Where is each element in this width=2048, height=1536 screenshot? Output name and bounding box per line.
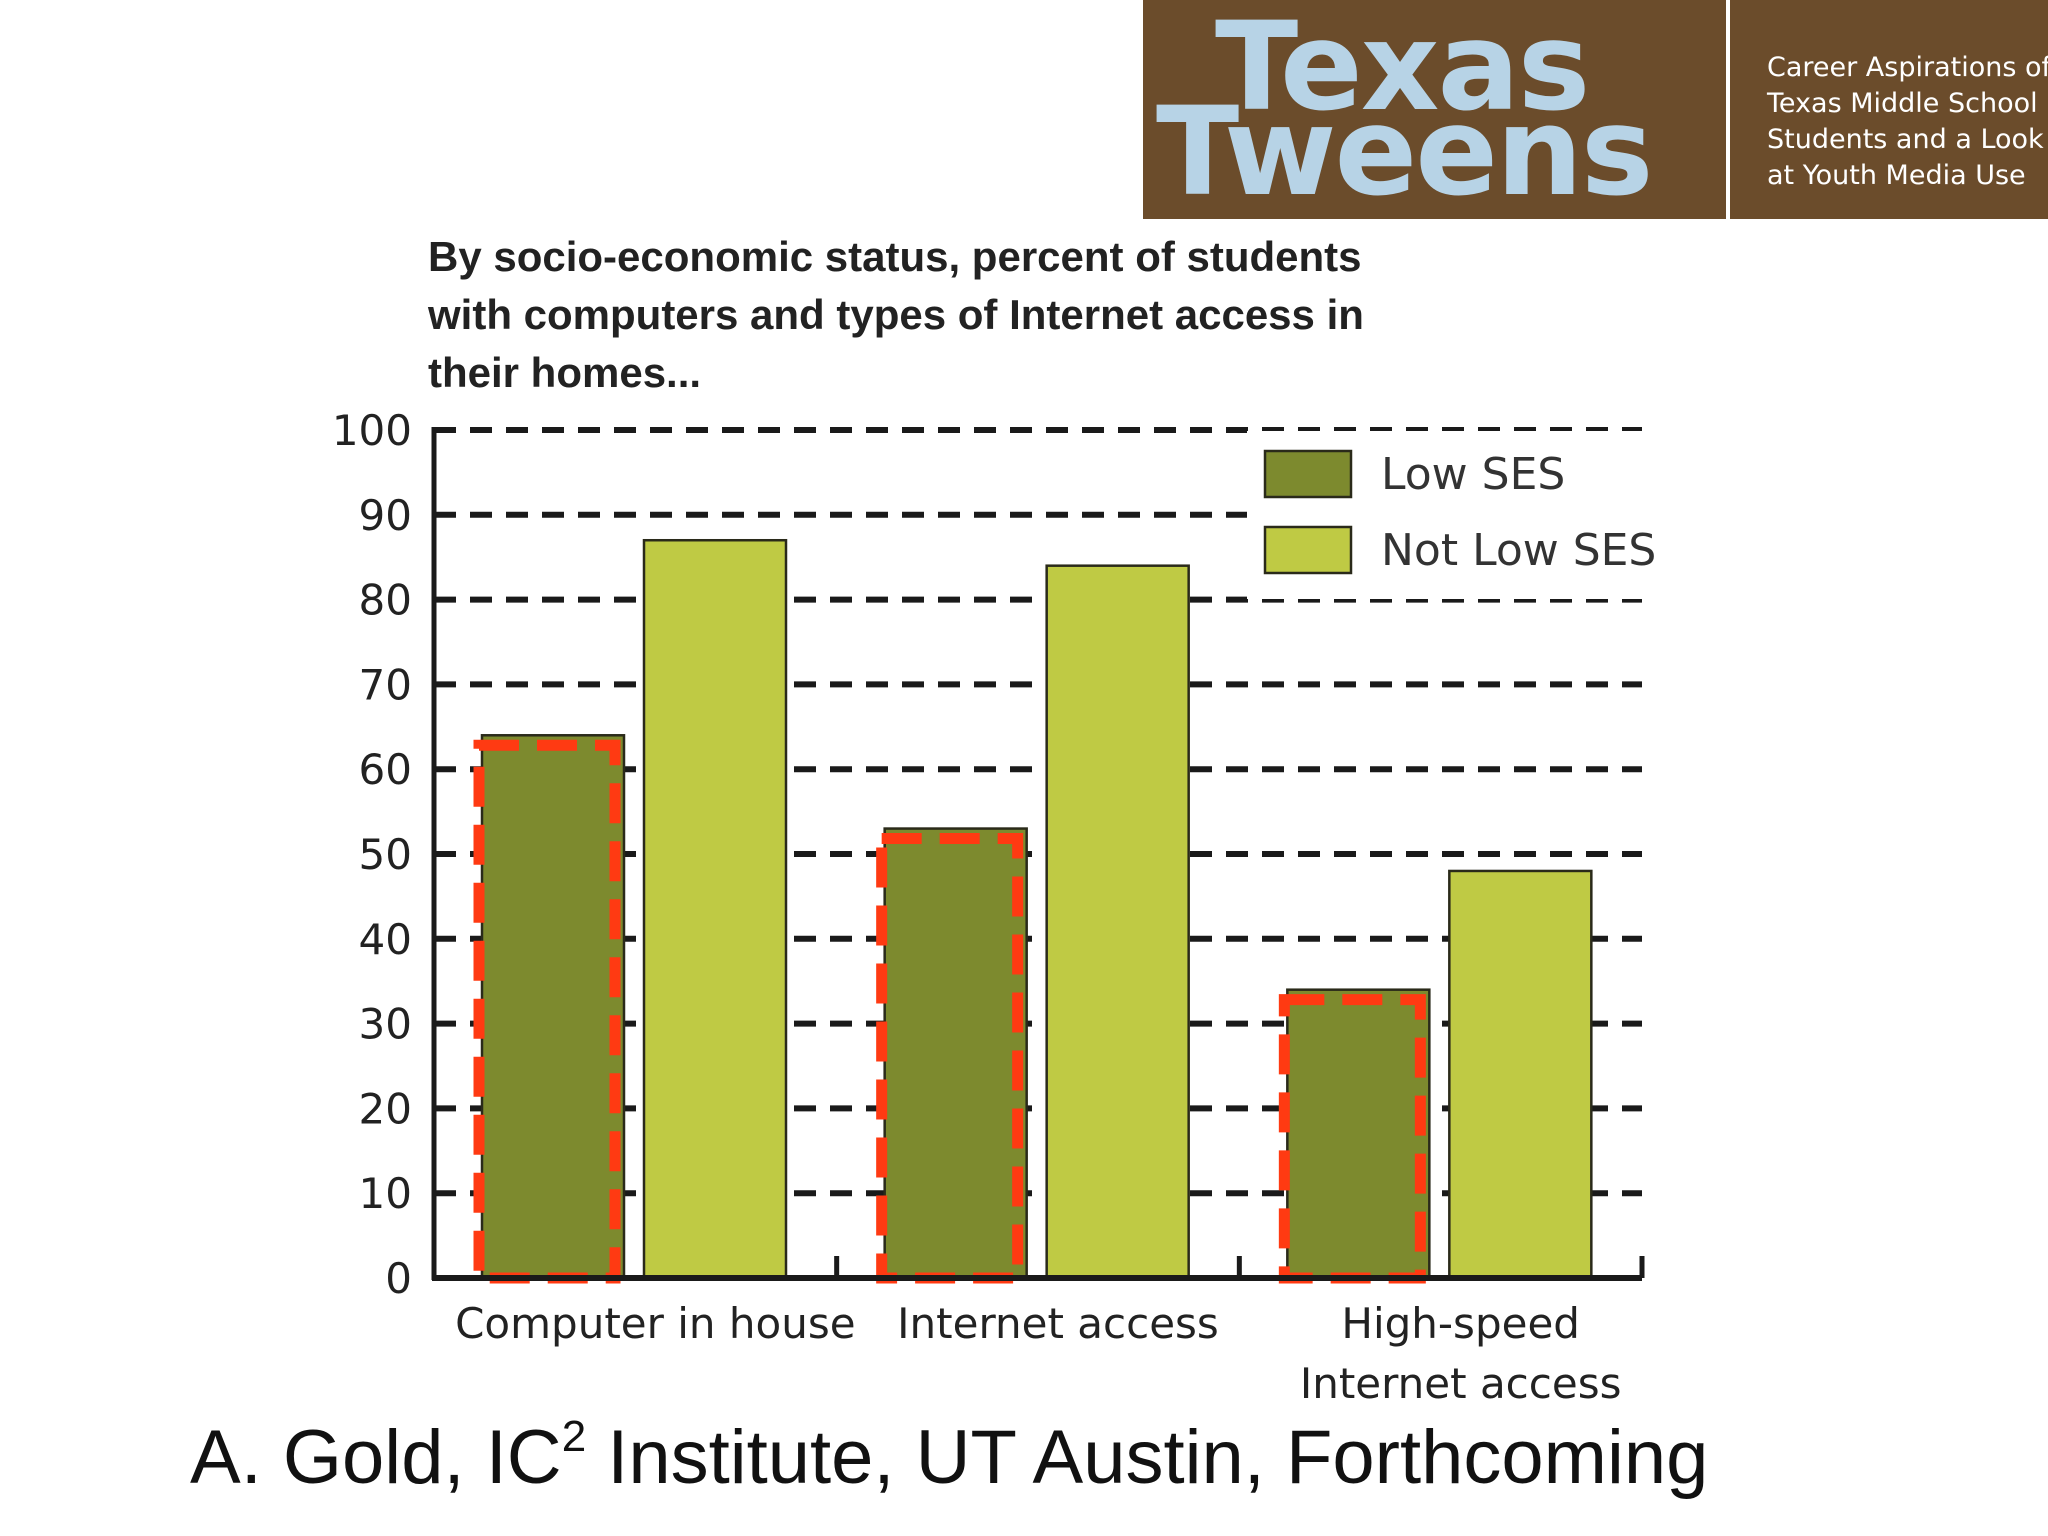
banner-divider bbox=[1726, 0, 1730, 219]
x-category-label: Computer in house bbox=[455, 1299, 855, 1348]
source-credit: A. Gold, IC2 Institute, UT Austin, Forth… bbox=[190, 1412, 1708, 1501]
y-tick-label: 0 bbox=[385, 1254, 412, 1303]
credit-superscript: 2 bbox=[561, 1412, 587, 1461]
x-category-label: High-speed bbox=[1341, 1299, 1580, 1348]
chart-title-line: with computers and types of Internet acc… bbox=[428, 291, 1364, 338]
header-banner: Texas Tweens Career Aspirations of Texas… bbox=[1143, 0, 2048, 219]
legend-swatch bbox=[1263, 525, 1353, 575]
logo-word-tweens: Tweens bbox=[1156, 81, 1653, 223]
bar bbox=[1286, 988, 1431, 1280]
y-tick-label: 60 bbox=[359, 745, 412, 794]
tagline-line: Texas Middle School bbox=[1767, 88, 2038, 119]
bar bbox=[642, 538, 788, 1280]
y-tick-label: 80 bbox=[359, 576, 412, 625]
banner-tagline: Career Aspirations of Texas Middle Schoo… bbox=[1767, 50, 2048, 194]
axes bbox=[431, 427, 1645, 1281]
gridlines bbox=[434, 427, 1642, 1197]
legend: Low SES Not Low SES bbox=[1247, 431, 1656, 599]
x-category-label: Internet access bbox=[1300, 1359, 1622, 1408]
credit-suffix: Institute, UT Austin, Forthcoming bbox=[586, 1415, 1709, 1500]
y-tick-label: 10 bbox=[359, 1169, 412, 1218]
bars bbox=[480, 538, 1593, 1280]
x-category-label: Internet access bbox=[897, 1299, 1219, 1348]
tagline-line: at Youth Media Use bbox=[1767, 160, 2026, 191]
logo-word-texas: Texas bbox=[1215, 0, 1590, 138]
chart-title-line: their homes... bbox=[428, 349, 702, 396]
legend-label: Not Low SES bbox=[1381, 525, 1656, 576]
highlight-outline bbox=[473, 739, 621, 1284]
x-axis-labels: Computer in house Internet access High-spe… bbox=[455, 1299, 1621, 1408]
chart-title: By socio-economic status, percent of stu… bbox=[428, 228, 1528, 402]
texas-tweens-logo: Texas Tweens bbox=[1143, 0, 1726, 219]
y-tick-label: 40 bbox=[359, 915, 412, 964]
bar bbox=[480, 734, 626, 1280]
credit-prefix: A. Gold, IC bbox=[190, 1415, 562, 1500]
y-tick-label: 30 bbox=[359, 1000, 412, 1049]
y-axis-ticks: 0 10 20 30 40 50 60 70 80 90 100 bbox=[332, 406, 412, 1303]
y-tick-label: 90 bbox=[359, 491, 412, 540]
tagline-line: Career Aspirations of bbox=[1767, 52, 2048, 83]
y-tick-label: 100 bbox=[332, 406, 412, 455]
legend-swatch bbox=[1263, 449, 1353, 499]
y-tick-label: 50 bbox=[359, 830, 412, 879]
bar bbox=[1045, 564, 1190, 1280]
bar bbox=[1448, 869, 1593, 1280]
tagline-line: Students and a Look bbox=[1767, 124, 2044, 155]
legend-label: Low SES bbox=[1381, 449, 1565, 500]
chart-title-line: By socio-economic status, percent of stu… bbox=[428, 233, 1362, 280]
y-tick-label: 70 bbox=[359, 660, 412, 709]
y-tick-label: 20 bbox=[359, 1084, 412, 1133]
bar bbox=[883, 827, 1028, 1280]
